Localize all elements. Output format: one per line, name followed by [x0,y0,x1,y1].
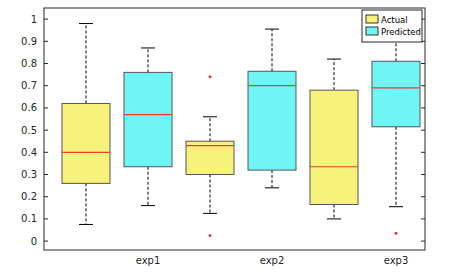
y-tick-label: 0.2 [21,191,37,202]
outlier [209,75,212,78]
y-tick-right [421,196,425,197]
y-tick-label: 0.5 [21,125,37,136]
chart: 0 0.1 0.2 0.3 0.4 0.5 0.6 0.7 0.8 0.9 1 exp1 exp2 exp… [0,0,474,277]
median [62,152,110,153]
max-cap [265,29,279,30]
legend: Actual Predicted [362,10,422,42]
min-cap [203,213,217,214]
y-tick-right [421,152,425,153]
lower-whisker [210,175,211,214]
box [62,103,110,183]
min-cap [389,206,403,207]
y-tick [44,41,48,42]
y-tick-label: 0.8 [21,58,37,69]
y-tick-right [421,218,425,219]
upper-whisker [86,24,87,104]
upper-whisker [272,29,273,71]
y-tick [44,107,48,108]
legend-swatch [366,15,378,23]
max-cap [141,47,155,48]
min-cap [327,218,341,219]
y-tick [44,152,48,153]
x-tick-label: exp1 [136,255,161,266]
y-tick-label: 0.7 [21,80,37,91]
y-tick [44,174,48,175]
box [372,61,420,126]
y-tick-right [421,85,425,86]
lower-whisker [148,167,149,206]
outlier [395,232,398,235]
lower-whisker [86,183,87,224]
max-cap [203,116,217,117]
y-tick-right [421,241,425,242]
lower-whisker [396,127,397,207]
upper-whisker [148,48,149,72]
median [124,114,172,115]
y-tick-label: 0.3 [21,169,37,180]
legend-label: Predicted [381,27,421,37]
x-tick-label: exp3 [384,255,409,266]
max-cap [327,59,341,60]
y-tick-label: 0.1 [21,213,37,224]
y-tick-label: 1 [31,14,37,25]
y-tick-right [421,174,425,175]
box [248,71,296,170]
y-tick [44,241,48,242]
legend-label: Actual [381,15,408,25]
y-tick [44,63,48,64]
legend-swatch [366,27,378,35]
box [186,141,234,174]
y-tick [44,218,48,219]
y-tick-label: 0 [31,236,37,247]
median [372,87,420,88]
plot-frame [44,8,425,250]
box [310,90,358,204]
y-tick-label: 0.6 [21,102,37,113]
upper-whisker [334,59,335,90]
y-tick [44,19,48,20]
median [248,85,296,86]
min-cap [141,205,155,206]
min-cap [79,224,93,225]
max-cap [79,23,93,24]
y-tick-label: 0.4 [21,147,37,158]
lower-whisker [334,204,335,218]
legend-frame [362,10,422,42]
boxes [62,24,420,237]
y-tick [44,196,48,197]
upper-whisker [210,117,211,141]
y-tick [44,85,48,86]
y-tick-right [421,63,425,64]
outlier [209,234,212,237]
x-tick-label: exp2 [260,255,285,266]
y-tick-label: 0.9 [21,36,37,47]
lower-whisker [272,170,273,188]
box [124,72,172,166]
y-tick-right [421,130,425,131]
y-tick-right [421,107,425,108]
y-tick [44,130,48,131]
median [186,145,234,146]
min-cap [265,187,279,188]
median [310,166,358,167]
